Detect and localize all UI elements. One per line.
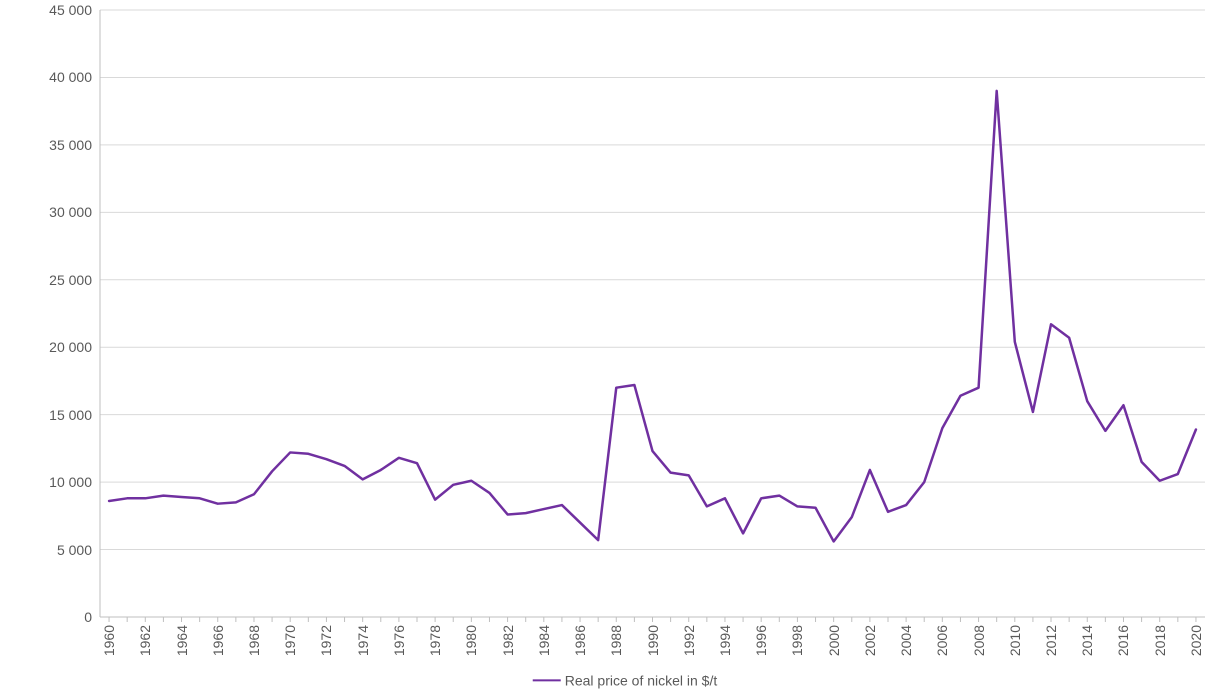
x-tick-label: 1962: [137, 625, 153, 656]
y-tick-label: 45 000: [49, 2, 92, 18]
x-tick-label: 2008: [971, 625, 987, 656]
x-tick-label: 2002: [862, 625, 878, 656]
y-tick-label: 35 000: [49, 137, 92, 153]
line-chart: 0 5 000 10 000 15 000 20 000 25 000 30 000 35 0…: [0, 0, 1221, 699]
x-tick-label: 1992: [681, 625, 697, 656]
x-tick-label: 2000: [826, 625, 842, 656]
x-tick-label: 1982: [500, 625, 516, 656]
x-tick-label: 2018: [1152, 625, 1168, 656]
x-tick-label: 2006: [934, 625, 950, 656]
x-tick-label: 1964: [174, 625, 190, 656]
x-tick-label: 1972: [318, 625, 334, 656]
x-tick-label: 1966: [210, 625, 226, 656]
y-tick-label: 25 000: [49, 272, 92, 288]
x-tick-label: 2020: [1188, 625, 1204, 656]
x-tick-label: 2014: [1079, 625, 1095, 656]
x-tick-label: 1980: [463, 625, 479, 656]
chart-legend: Real price of nickel in $/t: [533, 671, 718, 688]
x-tick-label: 2012: [1043, 625, 1059, 656]
x-tick-label: 1984: [536, 625, 552, 656]
x-tick-label: 1970: [282, 625, 298, 656]
x-tick-label: 1996: [753, 625, 769, 656]
x-tick-label: 1960: [101, 625, 117, 656]
series-line: [109, 91, 1196, 542]
x-tick-label: 1998: [789, 625, 805, 656]
x-tick-label: 1994: [717, 625, 733, 656]
y-tick-label: 0: [84, 609, 92, 625]
legend-swatch: [533, 680, 561, 682]
y-tick-label: 40 000: [49, 69, 92, 85]
x-tick-label: 1974: [355, 625, 371, 656]
x-tick-label: 2004: [898, 625, 914, 656]
y-tick-label: 20 000: [49, 339, 92, 355]
y-tick-label: 5 000: [57, 542, 92, 558]
y-tick-label: 30 000: [49, 204, 92, 220]
x-tick-label: 2010: [1007, 625, 1023, 656]
x-tick-label: 1990: [645, 625, 661, 656]
x-tick-label: 1976: [391, 625, 407, 656]
y-tick-label: 10 000: [49, 474, 92, 490]
legend-label: Real price of nickel in $/t: [565, 673, 718, 689]
x-tick-label: 1978: [427, 625, 443, 656]
x-tick-label: 1968: [246, 625, 262, 656]
x-tick-label: 1986: [572, 625, 588, 656]
y-tick-label: 15 000: [49, 407, 92, 423]
chart-canvas: [0, 0, 1221, 699]
x-tick-label: 2016: [1115, 625, 1131, 656]
x-tick-label: 1988: [608, 625, 624, 656]
